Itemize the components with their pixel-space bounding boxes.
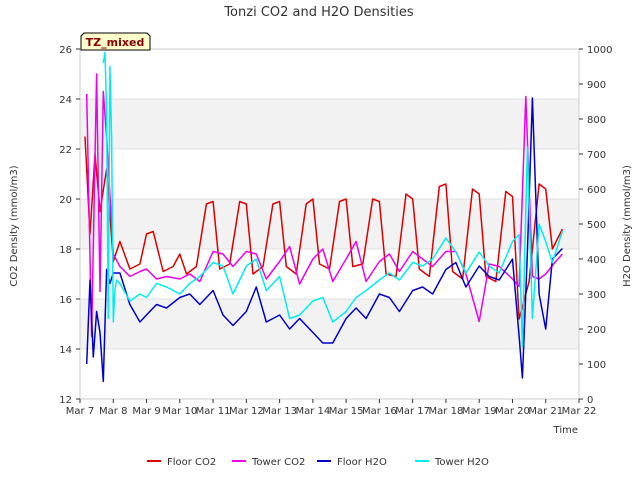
tz-badge-label: TZ_mixed — [86, 36, 145, 49]
y-right-tick-label-5: 500 — [587, 220, 606, 231]
legend: Floor CO2 Tower CO2 Floor H2O Tower H2O — [147, 457, 489, 468]
y-left-tick-label-1: 14 — [59, 345, 72, 356]
series-line-tower-h2o — [102, 51, 564, 348]
x-tick-label-10: Mar 17 — [395, 406, 430, 417]
legend-label-floor-h2o: Floor H2O — [337, 457, 387, 468]
x-tick-label-1: Mar 8 — [99, 406, 127, 417]
y-left-tick-label-7: 26 — [59, 45, 72, 56]
x-tick-label-7: Mar 14 — [295, 406, 330, 417]
x-tick-label-5: Mar 12 — [229, 406, 264, 417]
x-tick-label-9: Mar 16 — [362, 406, 397, 417]
y-right-tick-label-4: 400 — [587, 255, 606, 266]
y-right-tick-label-3: 300 — [587, 290, 606, 301]
chart-title: Tonzi CO2 and H2O Densities — [223, 5, 414, 20]
x-tick-label-2: Mar 9 — [132, 406, 160, 417]
x-tick-label-12: Mar 19 — [462, 406, 497, 417]
y-right-tick-label-7: 700 — [587, 150, 606, 161]
y-right-tick-label-9: 900 — [587, 80, 606, 91]
series-layer — [84, 51, 564, 383]
tz-badge: TZ_mixed — [80, 32, 151, 51]
y-right-tick-label-8: 800 — [587, 115, 606, 126]
background-bands — [80, 99, 579, 349]
y-left-tick-label-4: 20 — [59, 195, 72, 206]
series-line-floor-h2o — [85, 97, 563, 383]
y-left-tick-label-6: 24 — [59, 95, 72, 106]
y-left-tick-label-3: 18 — [59, 245, 72, 256]
y-right-tick-label-10: 1000 — [587, 45, 612, 56]
y-left-tick-label-2: 16 — [59, 295, 72, 306]
band-2 — [80, 99, 579, 149]
y-axis-right-label: H2O Density (mmol/m3) — [622, 165, 633, 287]
band-1 — [80, 199, 579, 249]
x-tick-label-15: Mar 22 — [562, 406, 597, 417]
y-right-tick-label-2: 200 — [587, 325, 606, 336]
series-line-tower-co2 — [85, 73, 563, 338]
legend-label-tower-h2o: Tower H2O — [434, 457, 489, 468]
x-tick-label-0: Mar 7 — [66, 406, 94, 417]
x-axis-label: Time — [553, 425, 578, 436]
y-right-tick-label-6: 600 — [587, 185, 606, 196]
y-right-tick-label-1: 100 — [587, 360, 606, 371]
x-tick-label-11: Mar 18 — [429, 406, 464, 417]
x-tick-label-6: Mar 13 — [262, 406, 297, 417]
y-left-tick-label-0: 12 — [59, 395, 72, 406]
y-axis-left-label: CO2 Density (mmol/m3) — [9, 165, 20, 286]
x-tick-label-8: Mar 15 — [329, 406, 364, 417]
x-tick-label-14: Mar 21 — [528, 406, 563, 417]
y-right-tick-label-0: 0 — [587, 395, 593, 406]
x-tick-label-3: Mar 10 — [162, 406, 197, 417]
legend-label-floor-co2: Floor CO2 — [167, 457, 216, 468]
legend-label-tower-co2: Tower CO2 — [251, 457, 305, 468]
x-tick-label-13: Mar 20 — [495, 406, 530, 417]
series-line-floor-co2 — [84, 136, 564, 320]
tz-badge-box — [80, 32, 151, 51]
y-left-tick-label-5: 22 — [59, 145, 72, 156]
x-tick-label-4: Mar 11 — [196, 406, 231, 417]
